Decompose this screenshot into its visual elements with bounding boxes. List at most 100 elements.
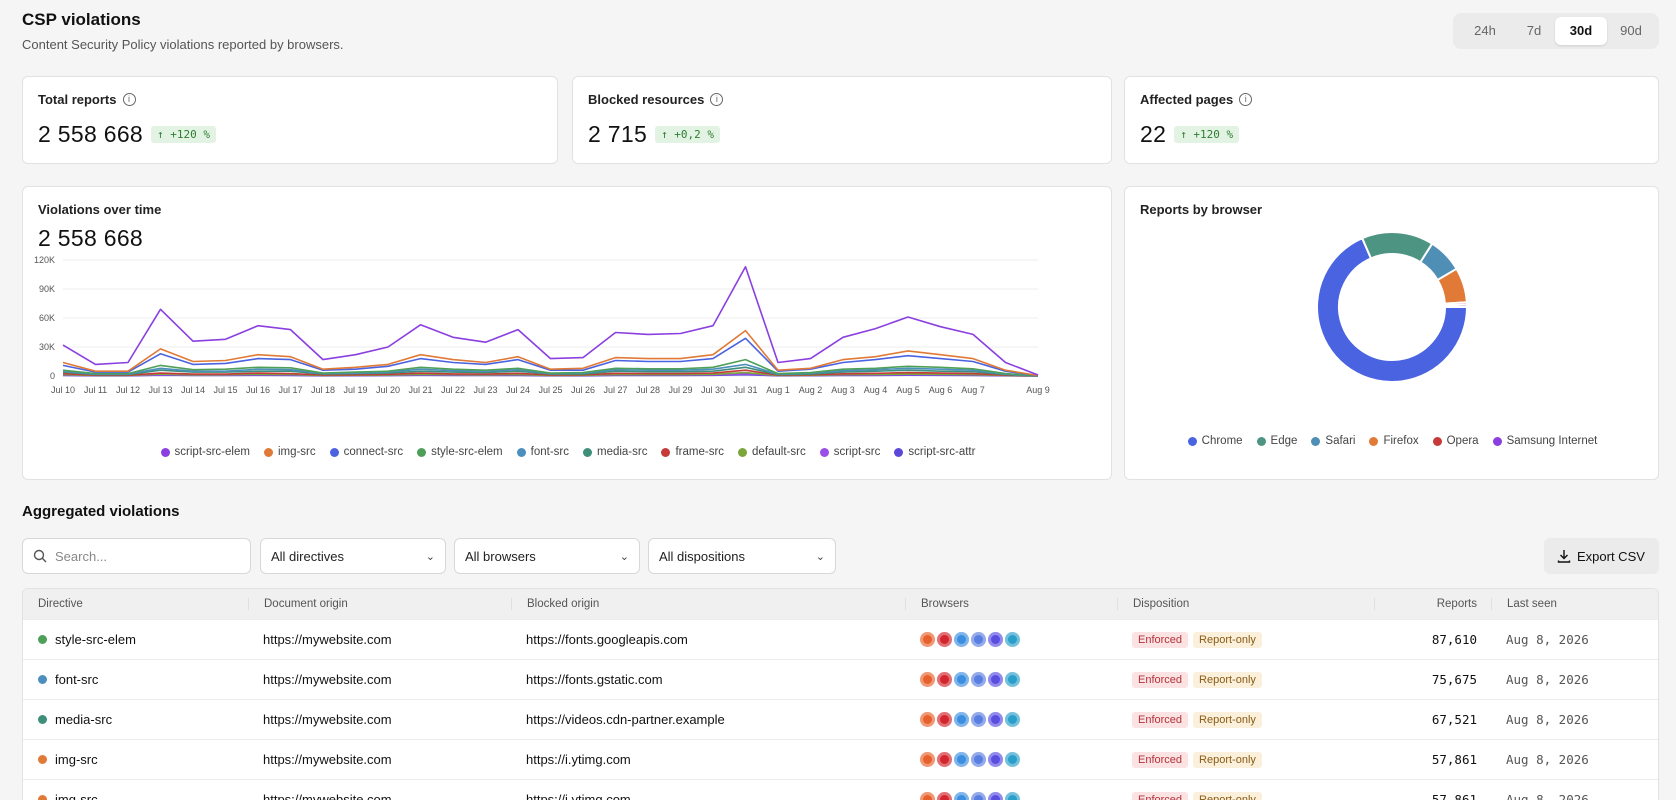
series-line-connect-src[interactable] <box>62 337 1039 377</box>
legend-swatch <box>894 447 904 457</box>
legend-label: frame-src <box>675 446 725 458</box>
safari-icon <box>971 712 986 727</box>
x-tick-label: Jul 16 <box>246 385 270 395</box>
x-tick-label: Jul 22 <box>441 385 465 395</box>
browsers-cell <box>905 632 1117 647</box>
y-tick-label: 90K <box>39 284 55 294</box>
legend-label: default-src <box>752 446 806 458</box>
legend-swatch <box>582 447 592 457</box>
column-header-blocked-origin[interactable]: Blocked origin <box>511 598 905 610</box>
legend-item-default-src[interactable]: default-src <box>738 446 806 458</box>
table-row[interactable]: font-src https://mywebsite.com https://fon… <box>23 659 1658 699</box>
legend-item-style-src-elem[interactable]: style-src-elem <box>417 446 503 458</box>
legend-item-connect-src[interactable]: connect-src <box>329 446 403 458</box>
legend-item-script-src[interactable]: script-src <box>819 446 880 458</box>
table-row[interactable]: style-src-elem https://mywebsite.com https… <box>23 619 1658 659</box>
donut-slice-samsung-internet[interactable] <box>1443 303 1469 308</box>
x-tick-label: Aug 6 <box>929 385 953 395</box>
x-tick-label: Jul 13 <box>148 385 172 395</box>
legend-swatch <box>819 447 829 457</box>
column-header-directive[interactable]: Directive <box>38 598 83 610</box>
document-origin-cell: https://mywebsite.com <box>263 792 392 800</box>
y-tick-label: 120K <box>34 255 55 265</box>
safari-icon <box>971 792 986 800</box>
legend-label: font-src <box>530 446 569 458</box>
series-line-style-src-elem[interactable] <box>62 358 1039 377</box>
samsung-internet-icon <box>988 792 1003 800</box>
table-row[interactable]: img-src https://mywebsite.com https://i.yt… <box>23 739 1658 779</box>
legend-item-samsung-internet[interactable]: Samsung Internet <box>1492 435 1598 447</box>
chevron-down-icon: ⌄ <box>815 550 825 563</box>
series-line-frame-src[interactable] <box>62 369 1039 377</box>
range-24h-button[interactable]: 24h <box>1474 23 1496 38</box>
legend-item-firefox[interactable]: Firefox <box>1369 435 1419 447</box>
disposition-badge-enforced: Enforced <box>1132 751 1189 768</box>
legend-item-media-src[interactable]: media-src <box>582 446 648 458</box>
legend-item-font-src[interactable]: font-src <box>516 446 569 458</box>
safari-icon <box>971 672 986 687</box>
legend-label: img-src <box>277 446 316 458</box>
x-tick-label: Aug 5 <box>896 385 920 395</box>
legend-swatch <box>160 447 170 457</box>
legend-item-edge[interactable]: Edge <box>1256 435 1297 447</box>
legend-item-safari[interactable]: Safari <box>1311 435 1355 447</box>
document-origin-cell: https://mywebsite.com <box>263 672 392 687</box>
directive-name: style-src-elem <box>55 632 136 647</box>
reports-cell: 57,861 <box>1431 792 1477 800</box>
last-seen-cell: Aug 8, 2026 <box>1506 792 1589 800</box>
legend-item-opera[interactable]: Opera <box>1432 435 1479 447</box>
column-header-disposition[interactable]: Disposition <box>1117 598 1374 610</box>
search-input[interactable]: Search... <box>22 538 251 574</box>
legend-label: Samsung Internet <box>1506 435 1598 447</box>
edge-icon <box>1005 632 1020 647</box>
legend-item-chrome[interactable]: Chrome <box>1187 435 1243 447</box>
table-row[interactable]: img-src https://mywebsite.com https://i.yt… <box>23 779 1658 800</box>
time-range-selector: 24h 7d 30d 90d <box>1453 13 1659 49</box>
legend-swatch <box>661 447 671 457</box>
safari-icon <box>971 632 986 647</box>
directive-filter-select[interactable]: All directives ⌄ <box>260 538 446 574</box>
legend-item-img-src[interactable]: img-src <box>263 446 316 458</box>
x-tick-label: Aug 4 <box>864 385 888 395</box>
chrome-icon <box>954 672 969 687</box>
x-tick-label: Jul 19 <box>343 385 367 395</box>
disposition-cell: Enforced Report-only <box>1117 751 1374 768</box>
series-line-script-src-elem[interactable] <box>62 265 1039 376</box>
table-row[interactable]: media-src https://mywebsite.com https://vi… <box>23 699 1658 739</box>
browser-filter-select[interactable]: All browsers ⌄ <box>454 538 640 574</box>
legend-item-script-src-attr[interactable]: script-src-attr <box>894 446 975 458</box>
legend-label: media-src <box>596 446 648 458</box>
x-tick-label: Jul 10 <box>51 385 75 395</box>
info-icon[interactable]: i <box>1239 93 1253 106</box>
export-csv-button[interactable]: Export CSV <box>1544 538 1659 574</box>
column-header-browsers[interactable]: Browsers <box>905 598 1117 610</box>
opera-icon <box>937 672 952 687</box>
disposition-cell: Enforced Report-only <box>1117 671 1374 688</box>
disposition-badge-report-only: Report-only <box>1193 791 1262 800</box>
range-30d-button[interactable]: 30d <box>1555 17 1607 45</box>
legend-item-frame-src[interactable]: frame-src <box>661 446 724 458</box>
directive-color-dot <box>38 795 47 800</box>
column-header-reports[interactable]: Reports <box>1374 598 1491 610</box>
x-tick-label: Jul 20 <box>376 385 400 395</box>
range-7d-button[interactable]: 7d <box>1526 23 1542 38</box>
search-icon <box>33 549 47 563</box>
donut-slice-chrome[interactable] <box>1316 236 1469 383</box>
x-tick-label: Jul 30 <box>701 385 725 395</box>
info-icon[interactable]: i <box>710 93 724 106</box>
safari-icon <box>971 752 986 767</box>
directive-name: img-src <box>55 792 98 800</box>
series-line-img-src[interactable] <box>62 329 1039 377</box>
stat-value: 2 558 668 <box>38 121 144 147</box>
column-header-document-origin[interactable]: Document origin <box>248 598 511 610</box>
donut-slice-edge[interactable] <box>1360 231 1434 264</box>
range-90d-button[interactable]: 90d <box>1620 23 1642 38</box>
legend-item-script-src-elem[interactable]: script-src-elem <box>160 446 250 458</box>
legend-label: Firefox <box>1383 435 1419 447</box>
legend-label: Safari <box>1325 435 1356 447</box>
info-icon[interactable]: i <box>122 93 136 106</box>
disposition-filter-select[interactable]: All dispositions ⌄ <box>648 538 836 574</box>
disposition-cell: Enforced Report-only <box>1117 711 1374 728</box>
column-header-last-seen[interactable]: Last seen <box>1491 598 1641 610</box>
directive-color-dot <box>38 715 47 724</box>
